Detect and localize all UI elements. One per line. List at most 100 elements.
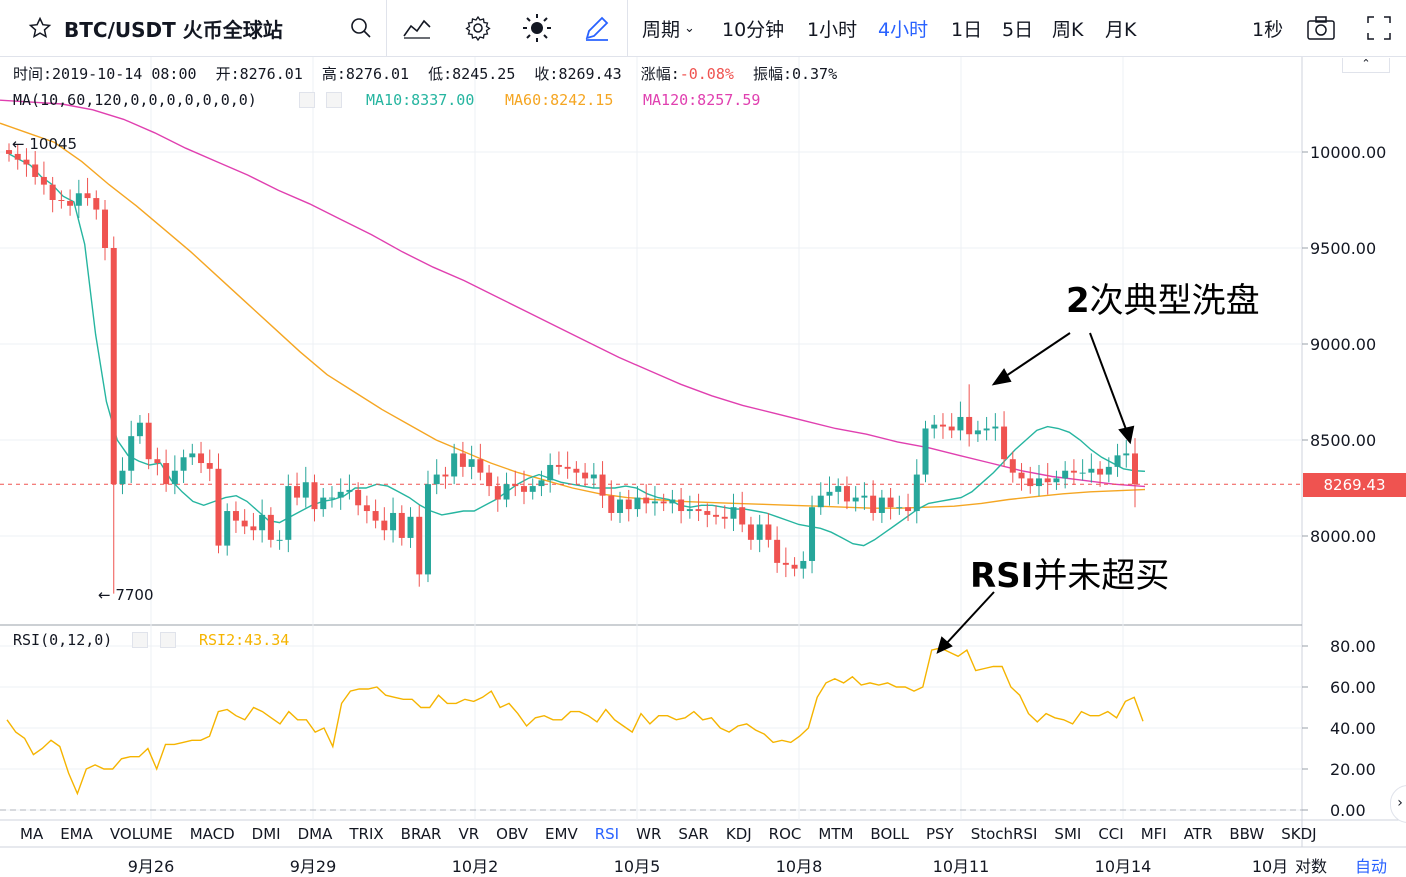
candle-body	[739, 507, 746, 525]
indicator-tab-cci[interactable]: CCI	[1098, 824, 1124, 843]
washout-arrow-1	[999, 332, 1071, 381]
indicator-tab-obv[interactable]: OBV	[496, 824, 529, 843]
period-dropdown[interactable]: 周期 ⌄	[642, 0, 695, 56]
candle-body	[1053, 478, 1060, 483]
candle-body	[861, 495, 868, 498]
indicator-tab-atr[interactable]: ATR	[1183, 824, 1213, 843]
indicator-tab-boll[interactable]: BOLL	[870, 824, 909, 843]
draw-pen-icon[interactable]	[583, 0, 611, 56]
indicator-tab-ema[interactable]: EMA	[60, 824, 93, 843]
interval-1h[interactable]: 1小时	[807, 18, 858, 41]
indicator-tab-brar[interactable]: BRAR	[400, 824, 442, 843]
ma120-value: MA120:8257.59	[643, 91, 761, 109]
candle-body	[49, 184, 56, 200]
candle-body	[32, 164, 39, 177]
indicator-tab-roc[interactable]: ROC	[768, 824, 802, 843]
candle-body	[791, 564, 798, 569]
candle-body	[250, 526, 257, 531]
washout-annotation: 2次典型洗盘	[1066, 273, 1260, 322]
candle-body	[922, 428, 929, 475]
candle-body	[407, 516, 414, 538]
theme-sun-icon[interactable]	[522, 0, 552, 56]
chevron-down-icon: ⌄	[684, 20, 695, 36]
low-marker: ← 7700	[98, 586, 154, 604]
candle-body	[678, 499, 685, 512]
indicator-tab-volume[interactable]: VOLUME	[109, 824, 173, 843]
indicator-tab-trix[interactable]: TRIX	[349, 824, 384, 843]
indicator-tab-mtm[interactable]: MTM	[818, 824, 854, 843]
auto-scale-toggle[interactable]: 自动	[1355, 857, 1388, 876]
candle-body	[599, 474, 606, 496]
candle-body	[442, 474, 449, 477]
rsi-axis-label: 60.00	[1330, 678, 1376, 697]
rsi-settings-icon[interactable]	[132, 632, 148, 648]
indicator-tab-rsi[interactable]: RSI	[594, 824, 620, 843]
indicator-tab-kdj[interactable]: KDJ	[725, 824, 752, 843]
open-value: 8276.01	[239, 65, 303, 83]
candle-body	[669, 499, 676, 504]
indicator-tab-ma[interactable]: MA	[20, 824, 44, 843]
ma10-line	[8, 153, 1146, 547]
indicator-tab-bbw[interactable]: BBW	[1229, 824, 1265, 843]
indicator-tab-mfi[interactable]: MFI	[1140, 824, 1167, 843]
candle-body	[913, 474, 920, 512]
indicator-tab-stochrsi[interactable]: StochRSI	[970, 824, 1038, 843]
star-icon[interactable]	[28, 0, 52, 56]
indicators-icon[interactable]	[402, 0, 432, 56]
candle-body	[416, 516, 423, 575]
indicator-tab-dmi[interactable]: DMI	[251, 824, 281, 843]
ma10-value: MA10:8337.00	[366, 91, 475, 109]
candle-body	[800, 560, 807, 569]
candle-body	[1079, 472, 1086, 474]
ma-close-icon[interactable]	[326, 92, 342, 108]
washout-annotation-text: 次典型洗盘	[1089, 281, 1260, 321]
log-scale-toggle[interactable]: 对数	[1295, 857, 1328, 876]
indicator-tab-wr[interactable]: WR	[636, 824, 662, 843]
candle-body	[1132, 453, 1138, 485]
indicator-tab-dma[interactable]: DMA	[297, 824, 333, 843]
symbol-title[interactable]: BTC/USDT 火币全球站	[64, 17, 283, 42]
top-toolbar: BTC/USDT 火币全球站 周期 ⌄ 10分钟 1小时 4小时 1日 5日 周…	[0, 0, 1406, 57]
interval-10min[interactable]: 10分钟	[722, 18, 785, 41]
candle-body	[311, 482, 318, 510]
camera-icon[interactable]	[1306, 0, 1336, 56]
indicator-tab-psy[interactable]: PSY	[925, 824, 954, 843]
candle-body	[424, 484, 431, 575]
candle-body	[538, 480, 545, 487]
indicator-tab-sar[interactable]: SAR	[678, 824, 709, 843]
indicator-tab-emv[interactable]: EMV	[545, 824, 578, 843]
ma-settings-icon[interactable]	[299, 92, 315, 108]
candle-body	[564, 466, 571, 469]
scale-controls: 对数 自动	[1295, 851, 1406, 876]
rsi-close-icon[interactable]	[160, 632, 176, 648]
interval-1d[interactable]: 1日	[951, 18, 983, 41]
candle-body	[398, 512, 405, 538]
fullscreen-icon[interactable]	[1366, 0, 1392, 56]
ohlc-legend: 时间:2019-10-14 08:00 开:8276.01 高:8276.01 …	[13, 63, 837, 84]
toolbar-divider	[627, 0, 628, 56]
candle-body	[93, 198, 100, 210]
indicator-tab-skdj[interactable]: SKDJ	[1281, 824, 1317, 843]
candle-body	[1018, 472, 1025, 479]
indicator-tab-macd[interactable]: MACD	[189, 824, 235, 843]
ma120-line	[0, 99, 1146, 488]
settings-icon[interactable]	[465, 0, 491, 56]
washout-arrowhead-1	[991, 368, 1012, 386]
interval-5d[interactable]: 5日	[1002, 18, 1034, 41]
interval-month[interactable]: 月K	[1105, 18, 1137, 41]
collapse-toolbar-button[interactable]: ⌃	[1342, 58, 1390, 73]
candle-body	[651, 501, 658, 504]
indicator-tab-vr[interactable]: VR	[458, 824, 480, 843]
candle-body	[1088, 468, 1095, 473]
indicator-tab-smi[interactable]: SMI	[1054, 824, 1082, 843]
interval-week[interactable]: 周K	[1052, 18, 1084, 41]
candle-body	[241, 520, 248, 527]
time-value: 2019-10-14 08:00	[52, 65, 197, 83]
search-icon[interactable]	[350, 0, 372, 56]
rsi-legend-name[interactable]: RSI(0,12,0)	[13, 631, 113, 649]
ma60-value: MA60:8242.15	[505, 91, 614, 109]
interval-4h[interactable]: 4小时	[878, 18, 929, 41]
ma-legend-name[interactable]: MA(10,60,120,0,0,0,0,0,0,0)	[13, 91, 257, 109]
refresh-rate[interactable]: 1秒	[1252, 18, 1284, 41]
